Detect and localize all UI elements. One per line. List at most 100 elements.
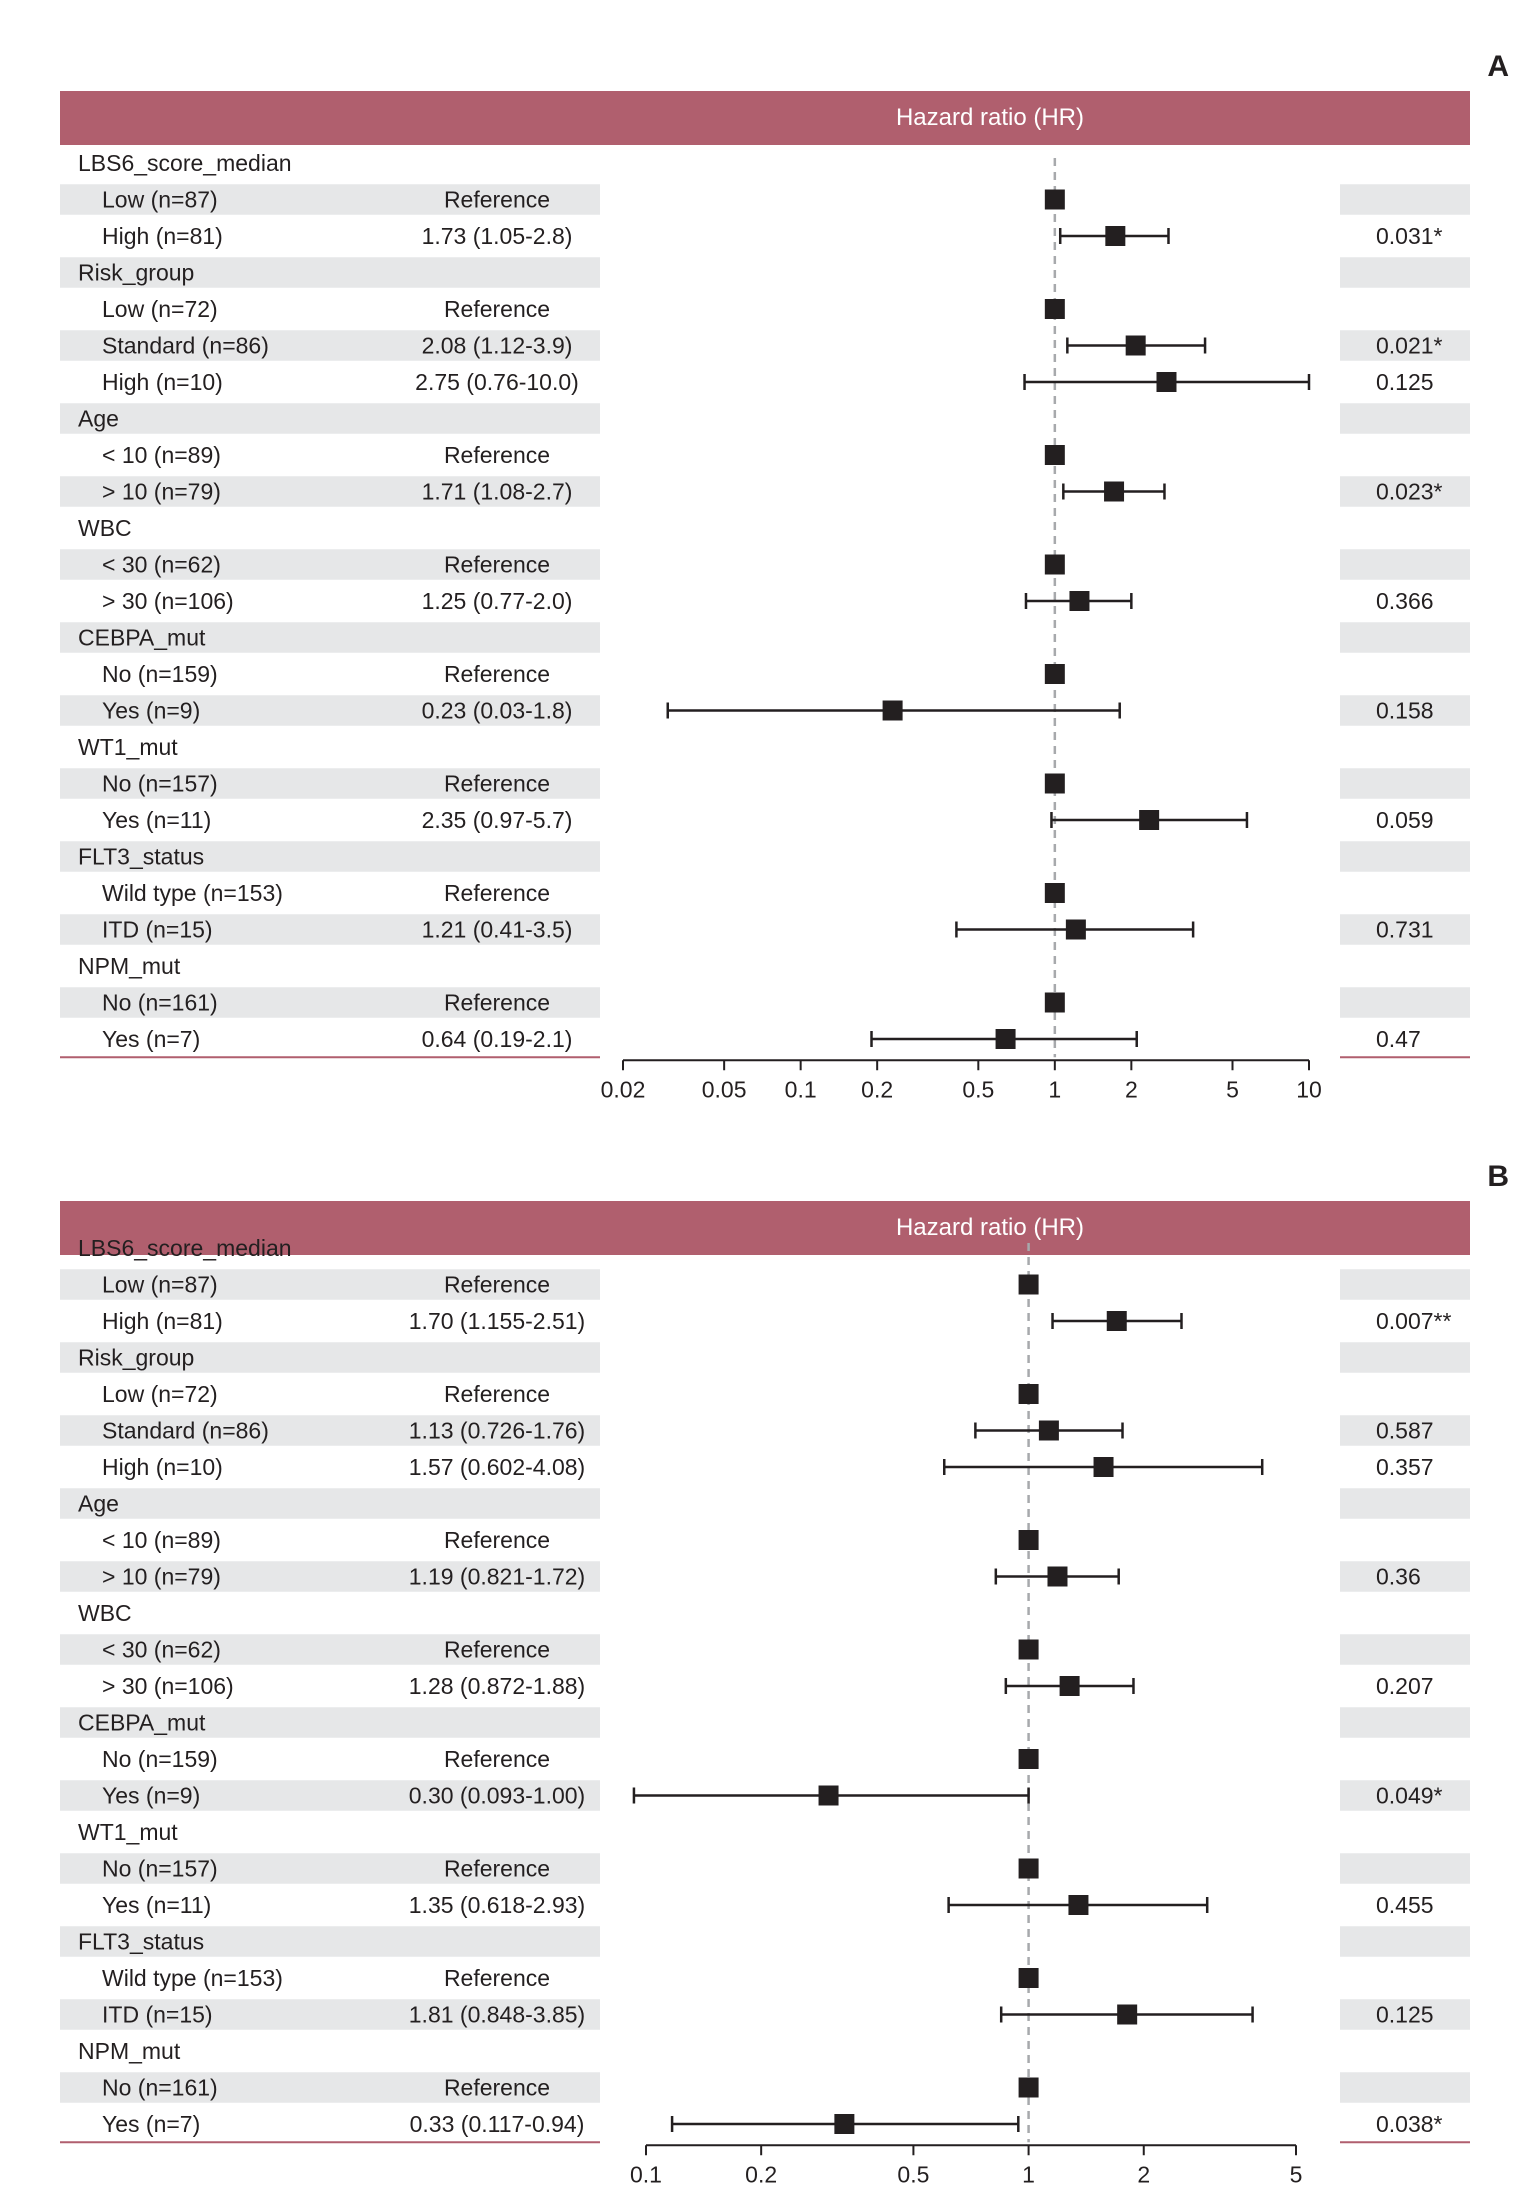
row-band-right: [1340, 1488, 1470, 1519]
hr-ci-text: Reference: [444, 990, 550, 1016]
group-label: Age: [78, 406, 119, 432]
hr-ci-text: Reference: [444, 661, 550, 687]
row-band-left: [60, 1269, 600, 1300]
row-band-left: [60, 1999, 600, 2030]
group-label: LBS6_score_median: [78, 1235, 292, 1261]
hr-ci-text: Reference: [444, 1272, 550, 1298]
header-title: Hazard ratio (HR): [895, 1214, 1085, 1241]
row-label: No (n=157): [102, 1856, 218, 1882]
hr-ci-text: Reference: [444, 552, 550, 578]
hr-marker: [1018, 1530, 1039, 1550]
forest-plot-panel-a: A Hazard ratio (HR) LBS6_score_median Low…: [60, 50, 1509, 1102]
group-label: Risk_group: [78, 260, 194, 286]
row-label: Low (n=87): [102, 187, 218, 213]
hr-ci-text: Reference: [444, 2075, 550, 2101]
row-band-right: [1340, 184, 1470, 215]
hr-marker: [1106, 1311, 1127, 1331]
p-value: 0.587: [1376, 1418, 1434, 1444]
row-label: < 10 (n=89): [102, 1527, 221, 1553]
hr-ci-text: 2.08 (1.12-3.9): [422, 333, 573, 359]
row-label: Low (n=87): [102, 1272, 218, 1298]
p-value: 0.007**: [1376, 1308, 1452, 1334]
group-label: Age: [78, 1491, 119, 1517]
x-tick-label: 0.5: [897, 2161, 929, 2187]
hr-ci-text: 1.35 (0.618-2.93): [409, 1892, 585, 1918]
row-label: High (n=10): [102, 369, 223, 395]
hr-ci-text: Reference: [444, 442, 550, 468]
x-tick-label: 0.1: [785, 1076, 817, 1102]
hr-marker: [1044, 664, 1065, 684]
x-tick-label: 0.2: [861, 1076, 893, 1102]
p-value: 0.023*: [1376, 479, 1443, 505]
row-label: Standard (n=86): [102, 333, 269, 359]
hr-marker: [1044, 773, 1065, 794]
hr-marker: [1018, 2077, 1039, 2098]
x-tick-label: 1: [1022, 2161, 1035, 2187]
hr-marker: [1018, 1639, 1039, 1660]
row-band-left: [60, 330, 600, 361]
hr-ci-text: Reference: [444, 1381, 550, 1407]
hr-ci-text: 1.25 (0.77-2.0): [422, 588, 573, 614]
row-band-left: [60, 914, 600, 945]
hr-marker: [1018, 1274, 1039, 1295]
p-value: 0.455: [1376, 1892, 1434, 1918]
hr-ci-text: 1.19 (0.821-1.72): [409, 1564, 585, 1590]
row-label: > 30 (n=106): [102, 588, 234, 614]
row-band-right: [1340, 476, 1470, 507]
row-band-left: [60, 1415, 600, 1446]
row-band-left: [60, 1342, 600, 1373]
p-value: 0.158: [1376, 698, 1434, 724]
row-band-left: [60, 1634, 600, 1665]
hr-marker: [1018, 1968, 1039, 1988]
row-label: Low (n=72): [102, 296, 218, 322]
panel-letter: A: [1487, 50, 1509, 83]
hr-ci-text: Reference: [444, 296, 550, 322]
row-band-left: [60, 257, 600, 288]
hr-marker: [882, 700, 903, 721]
x-tick-label: 5: [1226, 1076, 1239, 1102]
row-label: Yes (n=11): [102, 1892, 211, 1918]
hr-ci-text: Reference: [444, 1965, 550, 1991]
hr-marker: [834, 2114, 855, 2134]
row-label: > 10 (n=79): [102, 1564, 221, 1590]
row-band-right: [1340, 841, 1470, 872]
hr-marker: [1044, 992, 1065, 1013]
hr-marker: [1044, 189, 1065, 210]
p-value: 0.125: [1376, 2002, 1434, 2028]
panel-letter: B: [1487, 1160, 1509, 1193]
x-tick-label: 0.5: [962, 1076, 994, 1102]
row-band-right: [1340, 1926, 1470, 1957]
hr-marker: [1156, 372, 1177, 392]
hr-marker: [1044, 883, 1065, 903]
p-value: 0.731: [1376, 917, 1434, 943]
group-label: CEBPA_mut: [78, 625, 206, 651]
row-label: Wild type (n=153): [102, 1965, 283, 1991]
x-tick-label: 2: [1125, 1076, 1138, 1102]
p-value: 0.031*: [1376, 223, 1443, 249]
row-band-left: [60, 841, 600, 872]
p-value: 0.47: [1376, 1026, 1421, 1052]
row-label: Yes (n=9): [102, 698, 200, 724]
row-band-left: [60, 987, 600, 1018]
forest-plot-b: LBS6_score_median Low (n=87) Reference High…: [60, 1235, 1470, 2187]
hr-ci-text: Reference: [444, 187, 550, 213]
row-band-left: [60, 184, 600, 215]
row-label: ITD (n=15): [102, 2002, 213, 2028]
row-band-left: [60, 768, 600, 799]
hr-ci-text: 1.28 (0.872-1.88): [409, 1673, 585, 1699]
group-label: FLT3_status: [78, 844, 204, 870]
row-band-right: [1340, 695, 1470, 726]
hr-marker: [1104, 481, 1125, 502]
row-band-right: [1340, 1780, 1470, 1811]
x-tick-label: 0.2: [745, 2161, 777, 2187]
row-band-right: [1340, 987, 1470, 1018]
group-label: WT1_mut: [78, 734, 178, 760]
hr-ci-text: Reference: [444, 1637, 550, 1663]
p-value: 0.125: [1376, 369, 1434, 395]
row-band-right: [1340, 549, 1470, 580]
row-band-right: [1340, 2072, 1470, 2103]
header-bar: [60, 1201, 1470, 1255]
hr-marker: [1044, 299, 1065, 319]
row-band-right: [1340, 1634, 1470, 1665]
row-band-left: [60, 1707, 600, 1738]
